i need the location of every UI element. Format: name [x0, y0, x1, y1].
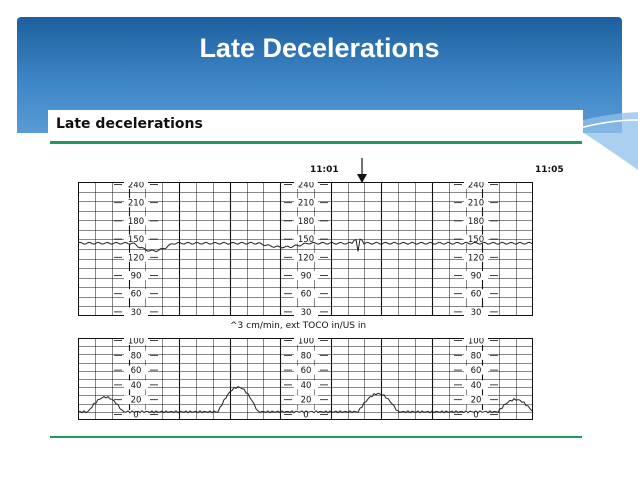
scale-label-bg [124, 365, 148, 375]
scale-label-0-4: 20 [131, 396, 142, 406]
scale-label-1-3: 150 [298, 235, 314, 245]
scale-label-2-1: 210 [468, 199, 484, 209]
scale-label-1-6: 60 [301, 290, 312, 300]
time-marker-1105: 11:05 [535, 165, 564, 175]
scale-label-0-6: 60 [131, 290, 142, 300]
scale-label-0-4: 120 [128, 253, 144, 263]
scale-label-bg [464, 289, 488, 299]
scale-label-0-7: 30 [131, 308, 142, 316]
scale-label-bg [294, 252, 318, 262]
scale-label-bg [124, 252, 148, 262]
scale-label-1-5: 0 [303, 411, 308, 421]
scale-label-1-0: 100 [298, 338, 314, 347]
toco-note: ^3 cm/min, ext TOCO in/US in [230, 321, 367, 331]
arrow-marker-icon [357, 158, 367, 183]
scale-label-bg [124, 198, 148, 208]
scale-label-bg [124, 182, 148, 189]
scale-label-bg [124, 289, 148, 299]
scale-label-bg [464, 182, 488, 189]
scale-label-bg [294, 182, 318, 189]
scale-label-bg [464, 234, 488, 244]
scale-label-2-4: 20 [471, 396, 482, 406]
scale-label-2-0: 100 [468, 338, 484, 347]
scale-label-bg [124, 338, 148, 345]
scale-label-bg [294, 271, 318, 280]
scale-label-2-3: 150 [468, 235, 484, 245]
top-rule [50, 141, 582, 144]
scale-label-bg [124, 271, 148, 280]
figure-title: Late decelerations [56, 116, 203, 132]
scale-label-0-5: 0 [133, 411, 138, 421]
scale-label-bg [464, 380, 488, 390]
scale-label-bg [294, 234, 318, 244]
scale-label-bg [464, 410, 488, 419]
scale-label-2-2: 180 [468, 217, 484, 227]
scale-label-2-6: 60 [471, 290, 482, 300]
scale-label-1-3: 40 [301, 381, 312, 391]
scale-label-0-1: 210 [128, 199, 144, 209]
scale-label-0-0: 240 [128, 182, 144, 191]
uterine-contraction-panel: 100 80 60 40 20 0 100 80 60 40 20 0 100 80 60 40 20 0 [78, 338, 533, 420]
scale-label-0-1: 80 [131, 351, 142, 361]
scale-label-bg [294, 198, 318, 208]
scale-label-bg [294, 410, 318, 419]
scale-label-1-4: 20 [301, 396, 312, 406]
scale-label-bg [124, 216, 148, 226]
scale-label-2-1: 80 [471, 351, 482, 361]
scale-label-bg [294, 216, 318, 226]
scale-label-bg [124, 395, 148, 405]
scale-label-bg [464, 350, 488, 360]
scale-label-bg [294, 365, 318, 375]
bottom-rule [50, 436, 582, 438]
scale-label-2-2: 60 [471, 366, 482, 376]
scale-label-bg [464, 198, 488, 208]
scale-label-bg [464, 365, 488, 375]
scale-label-2-5: 90 [471, 272, 482, 282]
scale-label-0-5: 90 [131, 272, 142, 282]
scale-label-1-2: 60 [301, 366, 312, 376]
scale-label-1-7: 30 [301, 308, 312, 316]
decorative-swoosh [570, 112, 638, 170]
fhr-tracing-panel: 240 210 180 150 120 90 60 30 240 210 180 150 120 90 60… [78, 182, 533, 316]
scale-label-1-0: 240 [298, 182, 314, 191]
slide-title: Late Decelerations [199, 33, 440, 63]
scale-label-bg [124, 410, 148, 419]
scale-label-2-4: 120 [468, 253, 484, 263]
scale-label-2-3: 40 [471, 381, 482, 391]
scale-label-bg [124, 234, 148, 244]
time-marker-1101: 11:01 [310, 165, 339, 175]
scale-label-bg [124, 380, 148, 390]
scale-label-0-2: 180 [128, 217, 144, 227]
scale-label-1-2: 180 [298, 217, 314, 227]
scale-label-bg [464, 395, 488, 405]
scale-label-2-5: 0 [473, 411, 478, 421]
scale-label-bg [464, 271, 488, 280]
scale-label-bg [124, 307, 148, 316]
scale-label-0-0: 100 [128, 338, 144, 347]
uterine-contraction-trace [78, 386, 533, 414]
scale-label-2-7: 30 [471, 308, 482, 316]
scale-label-bg [124, 350, 148, 360]
scale-label-0-2: 60 [131, 366, 142, 376]
scale-label-1-4: 120 [298, 253, 314, 263]
scale-label-bg [294, 380, 318, 390]
scale-label-0-3: 40 [131, 381, 142, 391]
scale-label-bg [294, 395, 318, 405]
scale-label-bg [294, 350, 318, 360]
scale-label-1-1: 210 [298, 199, 314, 209]
scale-label-1-5: 90 [301, 272, 312, 282]
scale-label-1-1: 80 [301, 351, 312, 361]
scale-label-bg [464, 307, 488, 316]
fetal-heart-rate-trace [78, 238, 533, 253]
scale-label-bg [294, 289, 318, 299]
scale-label-bg [464, 338, 488, 345]
scale-label-bg [294, 307, 318, 316]
scale-label-bg [464, 216, 488, 226]
scale-label-2-0: 240 [468, 182, 484, 191]
scale-label-bg [294, 338, 318, 345]
scale-label-0-3: 150 [128, 235, 144, 245]
scale-label-bg [464, 252, 488, 262]
